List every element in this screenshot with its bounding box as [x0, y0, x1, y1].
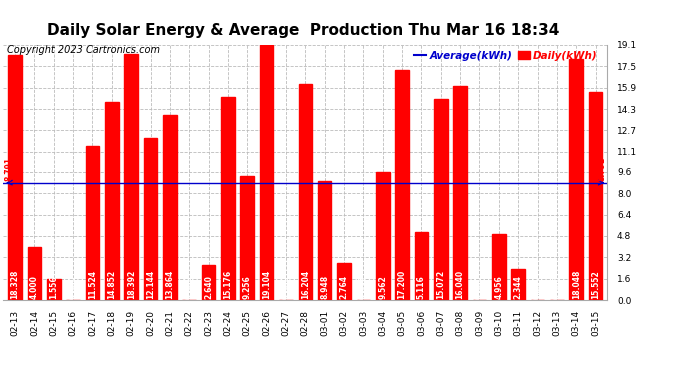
Text: 18.048: 18.048 — [572, 269, 581, 298]
Bar — [201, 265, 215, 300]
Bar — [318, 180, 331, 300]
Bar — [241, 176, 254, 300]
Text: 14.852: 14.852 — [108, 270, 117, 298]
Bar — [105, 102, 119, 300]
Text: 15.552: 15.552 — [591, 270, 600, 298]
Bar — [395, 70, 409, 300]
Text: 18.328: 18.328 — [10, 269, 19, 298]
Text: 4.000: 4.000 — [30, 275, 39, 298]
Text: 8.791: 8.791 — [598, 157, 607, 181]
Bar — [569, 59, 583, 300]
Text: 15.072: 15.072 — [436, 270, 445, 298]
Text: 2.344: 2.344 — [513, 275, 523, 298]
Bar — [260, 45, 273, 300]
Bar — [124, 54, 138, 300]
Text: 1.556: 1.556 — [49, 275, 58, 298]
Text: 11.524: 11.524 — [88, 270, 97, 298]
Text: Copyright 2023 Cartronics.com: Copyright 2023 Cartronics.com — [7, 45, 160, 55]
Text: 0.000: 0.000 — [185, 275, 194, 298]
Text: 0.000: 0.000 — [475, 275, 484, 298]
Text: 8.791: 8.791 — [4, 157, 13, 181]
Text: 15.176: 15.176 — [224, 270, 233, 298]
Bar — [434, 99, 448, 300]
Text: 18.392: 18.392 — [127, 269, 136, 298]
Bar — [221, 98, 235, 300]
Bar — [492, 234, 506, 300]
Bar — [28, 247, 41, 300]
Bar — [453, 86, 467, 300]
Text: 19.104: 19.104 — [262, 270, 271, 298]
Text: 9.256: 9.256 — [243, 275, 252, 298]
Bar — [299, 84, 312, 300]
Bar — [163, 115, 177, 300]
Text: 12.144: 12.144 — [146, 270, 155, 298]
Bar — [144, 138, 157, 300]
Text: 8.948: 8.948 — [320, 274, 329, 298]
Text: 13.864: 13.864 — [166, 269, 175, 298]
Bar — [511, 269, 525, 300]
Text: 17.200: 17.200 — [397, 269, 406, 298]
Text: Daily Solar Energy & Average  Production Thu Mar 16 18:34: Daily Solar Energy & Average Production … — [48, 22, 560, 38]
Text: 16.204: 16.204 — [301, 270, 310, 298]
Bar — [8, 55, 22, 300]
Bar — [86, 146, 99, 300]
Legend: Average(kWh), Daily(kWh): Average(kWh), Daily(kWh) — [410, 46, 602, 65]
Text: 2.640: 2.640 — [204, 275, 213, 298]
Text: 2.764: 2.764 — [339, 274, 348, 298]
Text: 0.012: 0.012 — [359, 275, 368, 298]
Text: 4.956: 4.956 — [494, 275, 503, 298]
Bar — [589, 92, 602, 300]
Bar — [47, 279, 61, 300]
Text: 16.040: 16.040 — [455, 270, 464, 298]
Text: 0.000: 0.000 — [553, 275, 562, 298]
Text: 5.116: 5.116 — [417, 275, 426, 298]
Text: 0.000: 0.000 — [68, 275, 77, 298]
Text: 9.562: 9.562 — [378, 275, 387, 298]
Bar — [376, 172, 389, 300]
Text: 0.000: 0.000 — [282, 275, 290, 298]
Bar — [337, 263, 351, 300]
Text: 0.000: 0.000 — [533, 275, 542, 298]
Bar — [415, 232, 428, 300]
